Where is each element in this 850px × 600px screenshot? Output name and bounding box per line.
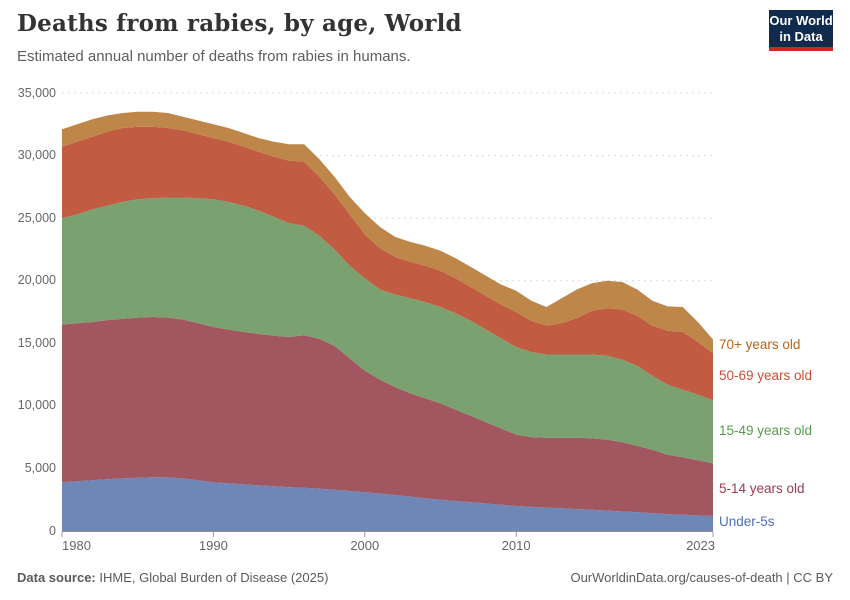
y-axis-tick-label: 0 — [49, 523, 56, 538]
data-source-note: Data source: IHME, Global Burden of Dise… — [17, 570, 328, 585]
x-axis-tick-label: 2023 — [686, 538, 715, 553]
legend-label-15-49-years-old[interactable]: 15-49 years old — [719, 422, 813, 438]
y-axis-tick-label: 10,000 — [17, 398, 56, 413]
area-5-14-years-old[interactable] — [62, 317, 713, 516]
area-under-5s[interactable] — [62, 477, 713, 531]
legend-label-70-years-old[interactable]: 70+ years old — [719, 337, 801, 353]
legend-label-under-5s[interactable]: Under-5s — [719, 514, 775, 530]
credit-link[interactable]: OurWorldinData.org/causes-of-death | CC … — [570, 570, 833, 585]
owid-logo[interactable]: Our World in Data — [769, 10, 833, 51]
y-axis-tick-label: 30,000 — [17, 148, 56, 163]
owid-logo-line2: in Data — [779, 29, 823, 44]
area-15-49-years-old[interactable] — [62, 197, 713, 464]
y-axis-tick-label: 15,000 — [17, 335, 56, 350]
owid-logo-line1: Our World — [769, 13, 833, 28]
data-source-label: Data source: — [17, 570, 96, 585]
legend-label-50-69-years-old[interactable]: 50-69 years old — [719, 367, 813, 383]
y-axis-tick-label: 5,000 — [24, 460, 56, 475]
x-axis-tick-label: 2010 — [501, 538, 531, 553]
legend-label-5-14-years-old[interactable]: 5-14 years old — [719, 480, 805, 496]
y-axis-tick-label: 35,000 — [17, 85, 56, 100]
x-axis-tick-label: 1980 — [62, 538, 91, 553]
y-axis-tick-label: 25,000 — [17, 210, 56, 225]
page-title: Deaths from rabies, by age, World — [17, 10, 462, 37]
area-70-years-old[interactable] — [62, 111, 713, 354]
data-source-text: IHME, Global Burden of Disease (2025) — [95, 570, 329, 585]
y-axis-tick-label: 20,000 — [17, 273, 56, 288]
chart-subtitle: Estimated annual number of deaths from r… — [17, 48, 411, 65]
x-axis-tick-label: 1990 — [198, 538, 228, 553]
x-axis-tick-label: 2000 — [350, 538, 380, 553]
area-50-69-years-old[interactable] — [62, 126, 713, 401]
